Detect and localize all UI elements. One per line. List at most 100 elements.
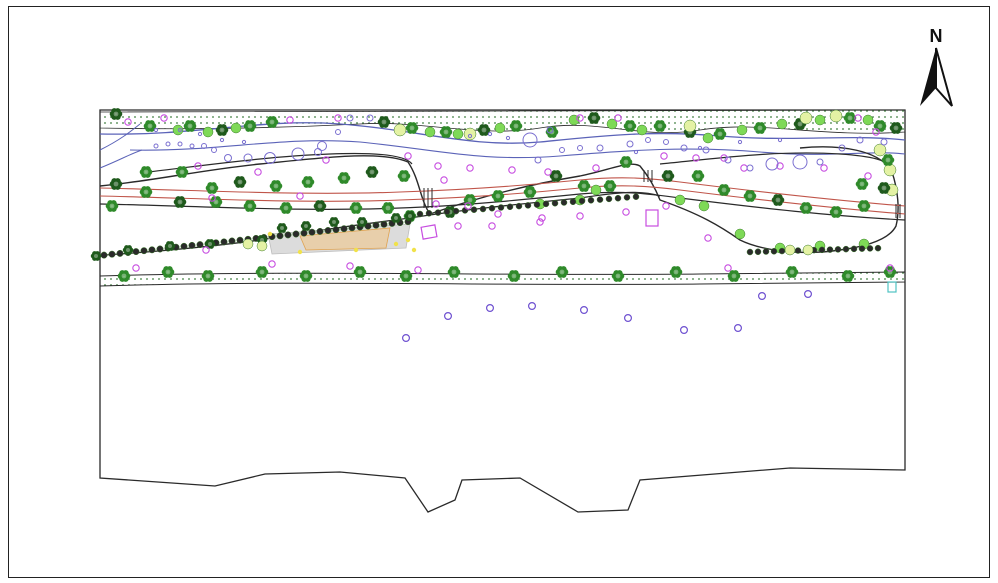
shrub [734,228,746,240]
canopy-tree [587,112,601,124]
dark-shrub [434,209,442,216]
lamp-post [614,114,622,122]
dark-shrub [850,245,858,253]
stepping-stone [366,114,374,122]
shrub [590,184,602,196]
dark-shrub [380,220,388,228]
street-tree [201,270,215,282]
flowering-shrub [802,244,814,256]
garden-tree [349,202,363,214]
lamp-post [286,116,294,124]
hedge-tree [204,239,216,249]
garden-tree [877,182,891,194]
dark-shrub [842,245,850,253]
flowering-shrub [873,143,887,157]
dark-shrub [340,225,348,233]
lamp-post [544,168,552,176]
accent-light [405,237,411,243]
dark-shrub [324,227,332,234]
pavilion-left [420,224,438,240]
stepping-stone [219,137,225,143]
stepping-stone [201,143,207,149]
shrub [636,124,648,136]
stepping-stone [680,144,688,152]
street-tree [727,270,741,282]
blue-path-branch [99,123,143,169]
stepping-stone [165,141,171,147]
dark-shrub [180,242,188,250]
garden-tree [881,154,895,166]
accent-light [393,241,399,247]
dark-shrub [140,247,148,255]
stepping-stone [559,147,565,153]
canopy-tree [265,116,279,128]
garden-tree [269,180,283,192]
road-red-2 [99,185,906,215]
lamp-post [576,212,584,220]
garden-tree [577,180,591,192]
lamp-post [494,210,502,218]
lamp-post [720,154,728,162]
dark-shrub [276,232,284,240]
lawn-lamp [623,314,632,323]
shrub [814,114,826,126]
lamp-post [124,118,132,126]
dark-shrub [596,196,604,203]
garden-tree [523,186,537,198]
hedge-tree [356,217,368,227]
dark-shrub [348,224,356,232]
north-label: N [929,26,943,46]
stepping-stone [724,156,732,164]
lamp-post [854,114,862,122]
dark-shrub [461,207,469,214]
shrub [702,132,714,144]
lamp-post [432,200,440,208]
stepping-stone [314,148,322,156]
dark-shrub [874,244,882,252]
dark-shrub [524,202,532,209]
hedge-tree [328,217,340,227]
garden-tree [105,200,119,212]
lamp-post [864,172,872,180]
dark-shrub [156,245,164,253]
hedge-tree [390,213,402,223]
stepping-stone [633,149,639,155]
lawn-lamp [444,312,453,321]
dark-shrub [100,251,108,259]
dark-shrub [818,246,826,254]
garden-tree [139,166,153,178]
street-tree [841,270,855,282]
lamp-post [334,114,342,122]
stepping-stone [856,136,864,144]
accent-light [297,249,303,255]
dark-shrub [560,199,568,206]
shrub [736,124,748,136]
accent-light [267,231,273,237]
dark-shrub [497,204,505,211]
garden-tree [397,170,411,182]
dark-shrub [770,248,778,255]
stepping-stone [596,144,604,152]
lamp-post [740,164,748,172]
dark-shrub [220,238,228,246]
dark-shrub [148,246,156,254]
road-red-1 [99,177,906,207]
stepping-stone [264,152,276,164]
canopy-tree [405,122,419,134]
canopy-tree [377,116,391,128]
lamp-post [132,264,140,272]
garden-tree [209,196,223,208]
lamp-post [724,264,732,272]
dark-shrub [284,231,292,239]
garden-tree [279,202,293,214]
street-tree [117,270,131,282]
hedge-tree [164,241,176,251]
canopy-tree [109,108,123,120]
garden-tree [829,206,843,218]
canopy-tree [477,124,491,136]
dark-shrub [569,198,577,206]
lamp-post [254,168,262,176]
shrub [230,122,242,134]
stepping-stone [467,133,473,139]
shrub [424,126,436,138]
